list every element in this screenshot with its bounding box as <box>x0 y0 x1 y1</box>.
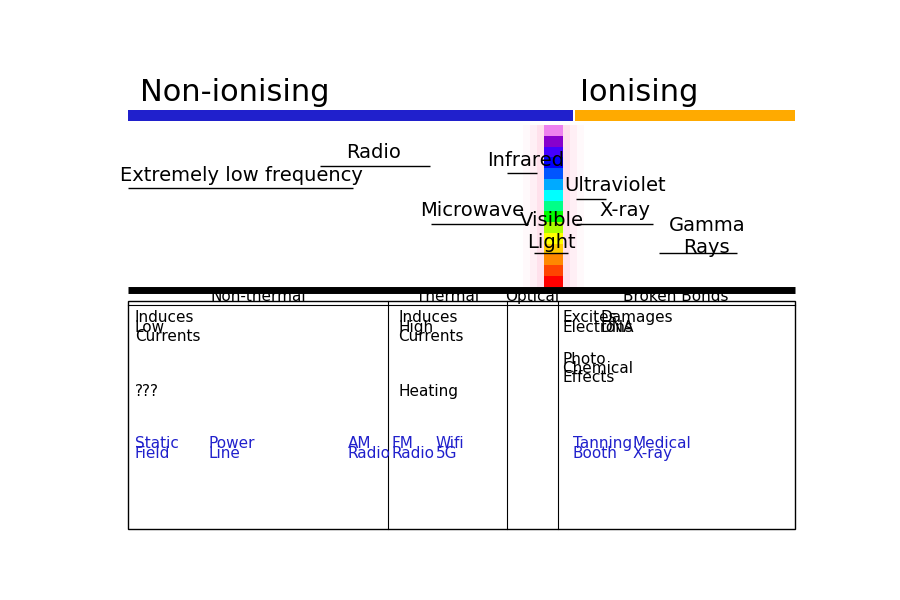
Text: Low: Low <box>135 320 165 335</box>
Bar <box>544 244 563 254</box>
Text: Medical: Medical <box>632 436 691 451</box>
Bar <box>544 190 563 200</box>
Text: DNA: DNA <box>601 320 634 335</box>
Bar <box>544 125 563 136</box>
Text: Radio: Radio <box>347 446 391 461</box>
Text: Damages: Damages <box>601 310 673 325</box>
Text: Gamma
Rays: Gamma Rays <box>669 215 745 257</box>
Bar <box>544 157 563 168</box>
Text: Optical: Optical <box>505 289 559 304</box>
Text: Excites: Excites <box>562 310 617 325</box>
Text: Chemical: Chemical <box>562 361 634 376</box>
Text: Radio: Radio <box>392 446 435 461</box>
Bar <box>544 179 563 190</box>
Text: Microwave: Microwave <box>419 201 524 220</box>
Text: Induces: Induces <box>399 310 458 325</box>
Text: Infrared: Infrared <box>487 151 564 170</box>
Text: Heating: Heating <box>399 384 458 399</box>
Text: Power: Power <box>209 436 256 451</box>
Bar <box>544 146 563 157</box>
Bar <box>529 125 577 287</box>
Text: Effects: Effects <box>562 370 615 385</box>
Text: Field: Field <box>135 446 170 461</box>
Bar <box>536 125 570 287</box>
Text: Thermal: Thermal <box>416 289 479 304</box>
Bar <box>544 168 563 179</box>
Text: Ultraviolet: Ultraviolet <box>564 176 665 194</box>
Text: X-ray: X-ray <box>599 201 651 220</box>
Text: Visible
Light: Visible Light <box>520 211 584 252</box>
Text: FM: FM <box>392 436 413 451</box>
Bar <box>544 200 563 211</box>
Bar <box>544 265 563 276</box>
Text: Currents: Currents <box>135 329 201 344</box>
Bar <box>523 125 584 287</box>
Bar <box>128 110 573 121</box>
Text: AM: AM <box>347 436 371 451</box>
Text: Currents: Currents <box>399 329 464 344</box>
Text: Non-ionising: Non-ionising <box>140 78 329 107</box>
Text: Wifi: Wifi <box>436 436 464 451</box>
Text: X-ray: X-ray <box>632 446 672 461</box>
Text: 5G: 5G <box>436 446 457 461</box>
Text: Induces: Induces <box>135 310 194 325</box>
Text: Static: Static <box>135 436 179 451</box>
Text: Ionising: Ionising <box>580 78 698 107</box>
Text: Extremely low frequency: Extremely low frequency <box>120 166 363 185</box>
Bar <box>128 301 795 529</box>
Text: Non-thermal: Non-thermal <box>210 289 306 304</box>
Text: Tanning: Tanning <box>573 436 632 451</box>
Text: Radio: Radio <box>346 143 401 163</box>
Text: Line: Line <box>209 446 240 461</box>
Bar <box>544 136 563 146</box>
Text: Electrons: Electrons <box>562 320 634 335</box>
Text: Broken Bonds: Broken Bonds <box>624 289 729 304</box>
Text: High: High <box>399 320 434 335</box>
Text: Booth: Booth <box>573 446 617 461</box>
Bar <box>544 211 563 222</box>
Bar <box>544 222 563 233</box>
Text: Photo: Photo <box>562 352 606 367</box>
Bar <box>575 110 795 121</box>
Bar <box>544 254 563 265</box>
Bar <box>544 233 563 244</box>
Text: ???: ??? <box>135 384 158 399</box>
Bar <box>544 276 563 287</box>
